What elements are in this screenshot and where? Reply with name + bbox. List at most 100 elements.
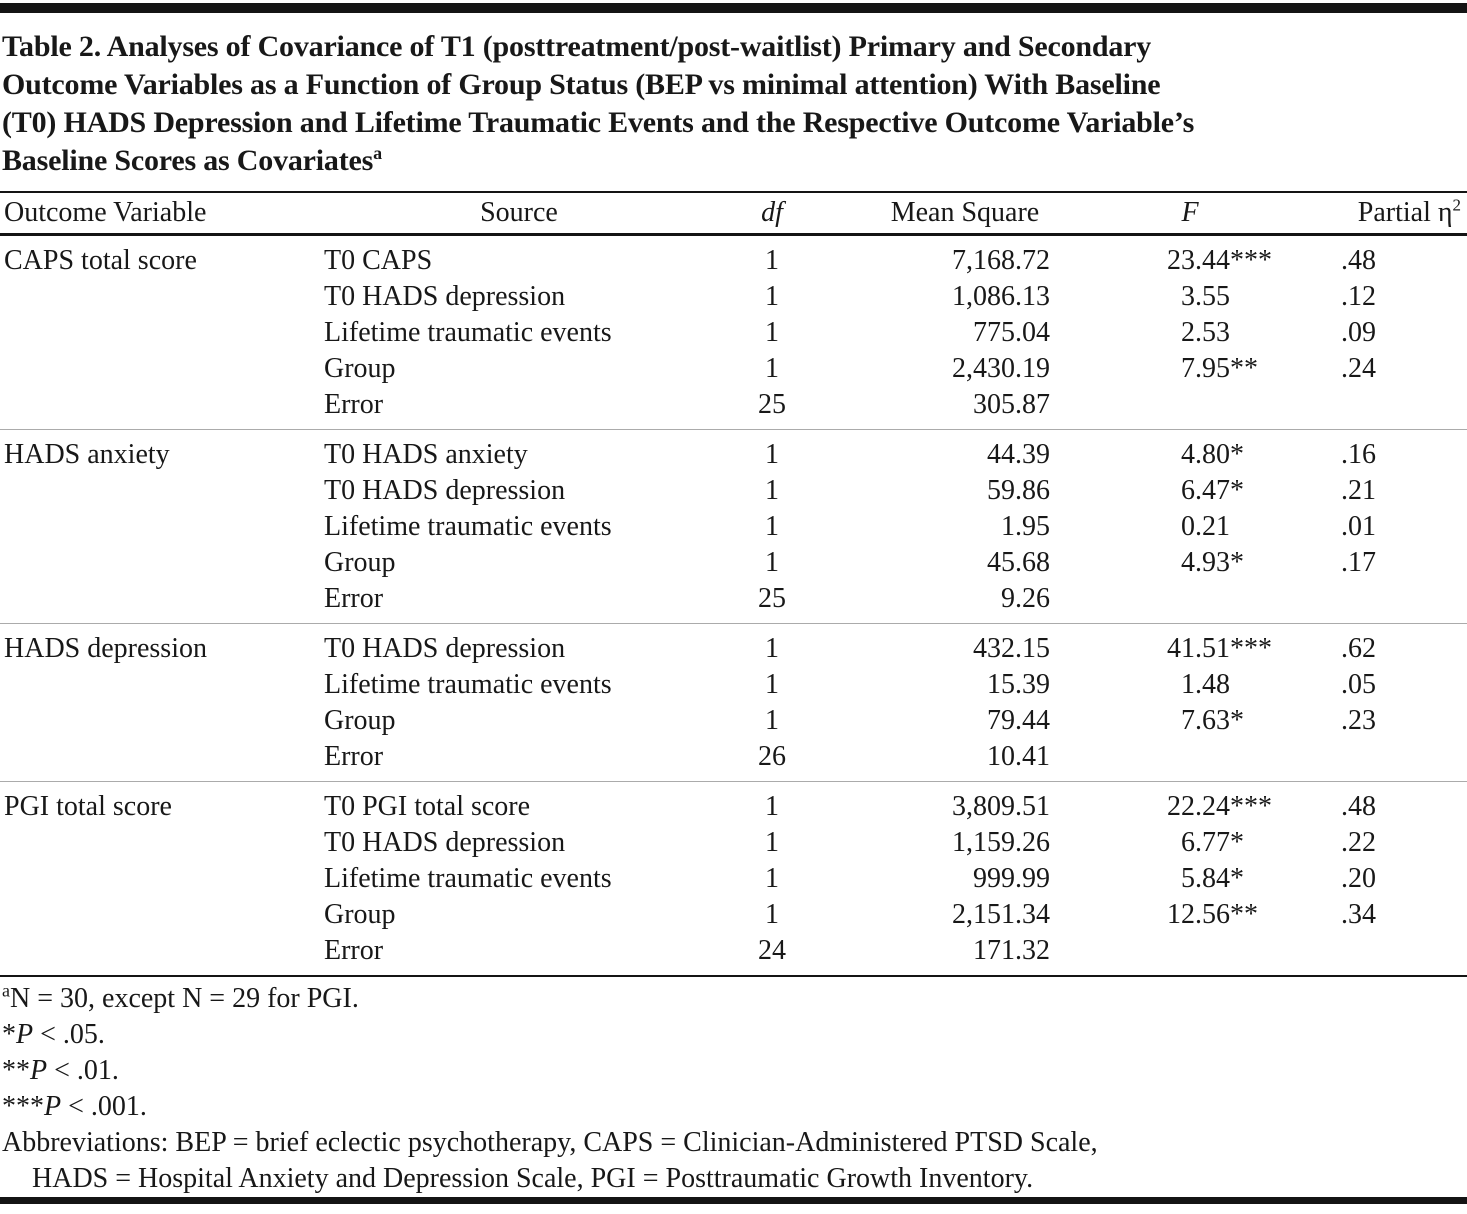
f-cell: 4.93* xyxy=(1100,545,1280,581)
title-line-4-text: Baseline Scores as Covariates xyxy=(2,144,374,177)
mean-square-cell: 171.32 xyxy=(973,935,1050,966)
partial-eta-cell: .24 xyxy=(1341,353,1376,384)
footnote-abbreviations-line1: Abbreviations: BEP = brief eclectic psyc… xyxy=(2,1127,1098,1158)
mean-square-cell: 1,086.13 xyxy=(952,281,1050,312)
source-cell: Lifetime traumatic events xyxy=(324,669,612,700)
outcome-variable-cell xyxy=(4,387,324,423)
df-cell: 1 xyxy=(765,791,779,822)
table-title: Table 2. Analyses of Covariance of T1 (p… xyxy=(0,13,1467,191)
df-cell: 25 xyxy=(758,583,786,614)
footnote-abbreviations-line2: HADS = Hospital Anxiety and Depression S… xyxy=(32,1163,1034,1194)
f-cell: 3.55 xyxy=(1100,279,1280,315)
f-value: 6.77 xyxy=(1181,827,1230,858)
df-cell: 1 xyxy=(765,827,779,858)
source-cell: T0 CAPS xyxy=(324,245,433,276)
table-row: T0 HADS depression 1 59.86 6.47* .21 xyxy=(0,473,1467,509)
outcome-variable-cell: CAPS total score xyxy=(4,245,197,276)
df-cell: 1 xyxy=(765,317,779,348)
outcome-variable-cell xyxy=(4,703,324,739)
outcome-variable-cell xyxy=(4,315,324,351)
footnote-sig-01: **P < .01. xyxy=(2,1053,1463,1089)
mean-square-cell: 44.39 xyxy=(987,439,1050,470)
f-cell xyxy=(1100,739,1280,775)
partial-eta-cell: .48 xyxy=(1341,245,1376,276)
mean-square-cell: 79.44 xyxy=(987,705,1050,736)
partial-eta-cell: .05 xyxy=(1341,669,1376,700)
source-cell: Group xyxy=(324,705,396,736)
footnote-sig-001: ***P < .001. xyxy=(2,1089,1463,1125)
table-row: Group 1 79.44 7.63* .23 xyxy=(0,703,1467,739)
outcome-variable-cell xyxy=(4,473,324,509)
f-value: 7.63 xyxy=(1181,705,1230,736)
table-row: Group 1 2,430.19 7.95** .24 xyxy=(0,351,1467,387)
df-cell: 1 xyxy=(765,863,779,894)
f-cell: 4.80* xyxy=(1100,437,1280,473)
mean-square-cell: 1.95 xyxy=(1001,511,1050,542)
mean-square-cell: 15.39 xyxy=(987,669,1050,700)
f-value: 5.84 xyxy=(1181,863,1230,894)
df-cell: 1 xyxy=(765,547,779,578)
mean-square-cell: 2,430.19 xyxy=(952,353,1050,384)
df-cell: 24 xyxy=(758,935,786,966)
f-cell: 6.77* xyxy=(1100,825,1280,861)
sig-threshold: < .01. xyxy=(47,1055,119,1086)
mean-square-cell: 45.68 xyxy=(987,547,1050,578)
f-value: 2.53 xyxy=(1181,317,1230,348)
table-row: Lifetime traumatic events 1 775.04 2.53 … xyxy=(0,315,1467,351)
mean-square-cell: 3,809.51 xyxy=(952,791,1050,822)
f-value: 0.21 xyxy=(1181,511,1230,542)
mean-square-cell: 775.04 xyxy=(973,317,1050,348)
partial-eta-cell: .22 xyxy=(1341,827,1376,858)
p-symbol: P xyxy=(30,1055,48,1086)
table-row: HADS depression T0 HADS depression 1 432… xyxy=(0,631,1467,667)
f-cell: 0.21 xyxy=(1100,509,1280,545)
sig-stars: ** xyxy=(2,1055,30,1086)
footnote-top-rule xyxy=(0,975,1467,977)
mean-square-cell: 10.41 xyxy=(987,741,1050,772)
mean-square-cell: 59.86 xyxy=(987,475,1050,506)
outcome-variable-cell xyxy=(4,739,324,775)
table-row: Error 25 305.87 xyxy=(0,387,1467,423)
table-body: CAPS total score T0 CAPS 1 7,168.72 23.4… xyxy=(0,236,1467,975)
source-cell: Lifetime traumatic events xyxy=(324,511,612,542)
source-cell: Error xyxy=(324,583,384,614)
source-cell: Lifetime traumatic events xyxy=(324,863,612,894)
top-border-bar xyxy=(0,3,1467,13)
title-line-1: Table 2. Analyses of Covariance of T1 (p… xyxy=(2,30,1152,63)
df-cell: 1 xyxy=(765,511,779,542)
f-value: 7.95 xyxy=(1181,353,1230,384)
f-cell: 7.63* xyxy=(1100,703,1280,739)
column-header-f: F xyxy=(1181,197,1199,228)
f-value: 23.44 xyxy=(1167,245,1230,276)
partial-eta-cell xyxy=(1280,739,1463,775)
table-row: Error 26 10.41 xyxy=(0,739,1467,775)
df-cell: 1 xyxy=(765,439,779,470)
outcome-variable-cell xyxy=(4,581,324,617)
df-cell: 1 xyxy=(765,353,779,384)
source-cell: Error xyxy=(324,389,384,420)
table-row: Group 1 45.68 4.93* .17 xyxy=(0,545,1467,581)
table-row: Error 25 9.26 xyxy=(0,581,1467,617)
column-header-df: df xyxy=(761,197,783,228)
f-value: 1.48 xyxy=(1181,669,1230,700)
outcome-variable-cell xyxy=(4,667,324,703)
f-cell: 41.51*** xyxy=(1100,631,1280,667)
table-section: CAPS total score T0 CAPS 1 7,168.72 23.4… xyxy=(0,236,1467,429)
footnote-marker-a: a xyxy=(2,980,10,1001)
footnote-sample-text: N = 30, except N = 29 for PGI. xyxy=(10,983,359,1014)
table-row: Error 24 171.32 xyxy=(0,933,1467,969)
f-cell: 7.95** xyxy=(1100,351,1280,387)
p-symbol: P xyxy=(44,1091,62,1122)
source-cell: Error xyxy=(324,741,384,772)
partial-eta-cell: .20 xyxy=(1341,863,1376,894)
journal-table-figure: Table 2. Analyses of Covariance of T1 (p… xyxy=(0,3,1467,1204)
mean-square-cell: 305.87 xyxy=(973,389,1050,420)
mean-square-cell: 7,168.72 xyxy=(952,245,1050,276)
column-header-partial-eta: Partial η2 xyxy=(1280,193,1463,233)
f-cell: 12.56** xyxy=(1100,897,1280,933)
f-value: 4.80 xyxy=(1181,439,1230,470)
partial-eta-cell: .17 xyxy=(1341,547,1376,578)
p-symbol: P xyxy=(16,1019,34,1050)
header-top-rule xyxy=(0,191,1467,193)
column-header-source: Source xyxy=(480,197,558,228)
